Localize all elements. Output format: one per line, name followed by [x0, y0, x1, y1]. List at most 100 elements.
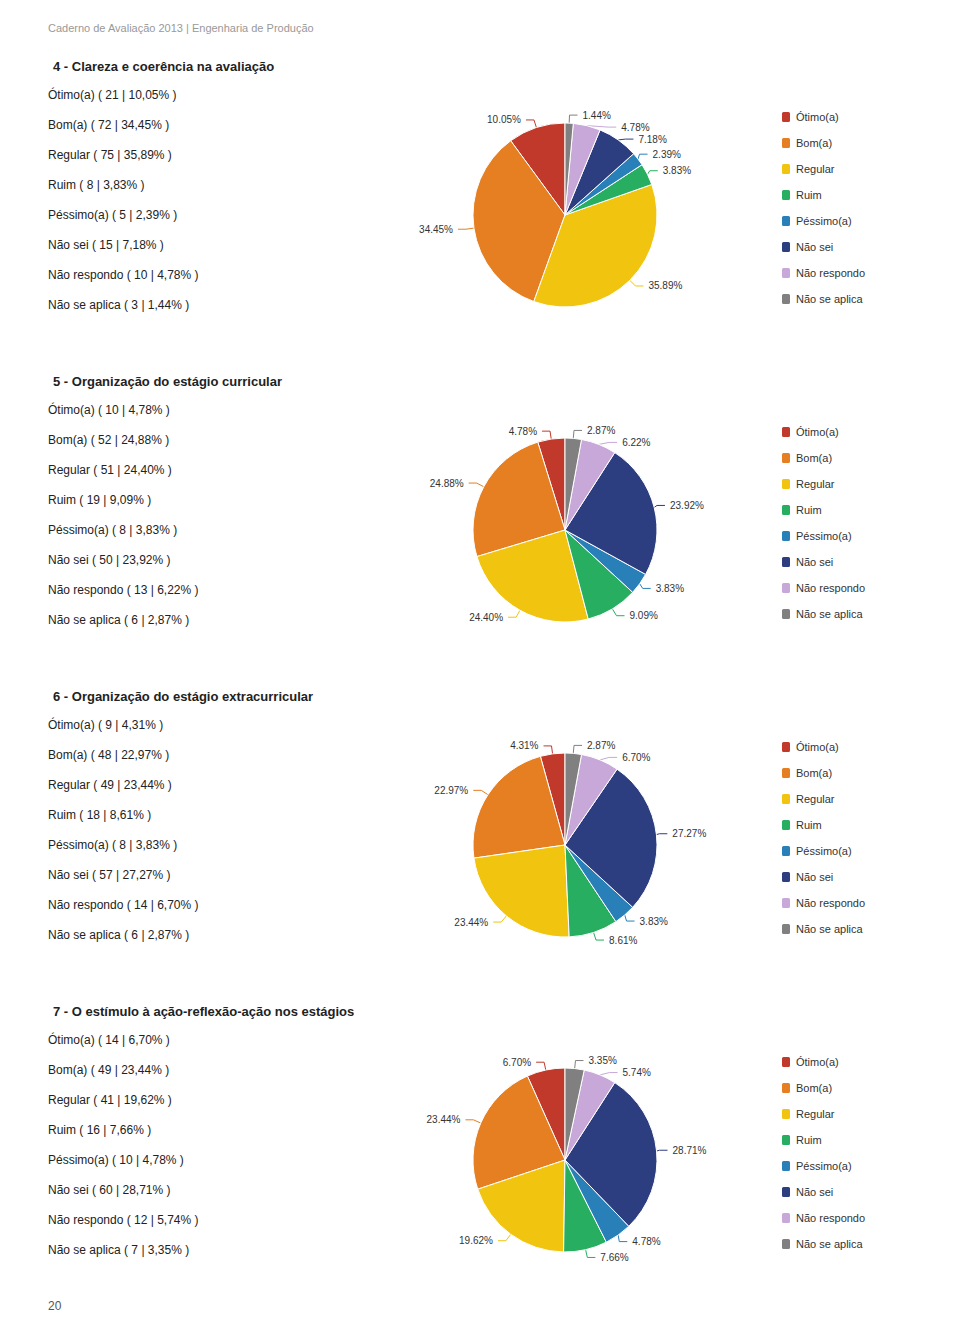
- svg-text:Não se aplica ( 6 | 2,87% ): Não se aplica ( 6 | 2,87% ): [48, 928, 189, 942]
- svg-text:Bom(a) ( 49 | 23,44% ): Bom(a) ( 49 | 23,44% ): [48, 1063, 169, 1077]
- svg-text:5.74%: 5.74%: [623, 1067, 651, 1078]
- svg-text:Não se aplica: Não se aplica: [796, 293, 864, 305]
- svg-text:Não respondo ( 13 | 6,22% ): Não respondo ( 13 | 6,22% ): [48, 583, 199, 597]
- svg-text:Péssimo(a) ( 8 | 3,83% ): Péssimo(a) ( 8 | 3,83% ): [48, 523, 177, 537]
- svg-text:4.78%: 4.78%: [621, 122, 649, 133]
- svg-text:Ruim: Ruim: [796, 1134, 822, 1146]
- svg-text:Ótimo(a) ( 21 | 10,05% ): Ótimo(a) ( 21 | 10,05% ): [48, 87, 177, 102]
- svg-text:Ruim ( 19 | 9,09% ): Ruim ( 19 | 9,09% ): [48, 493, 151, 507]
- svg-text:6.22%: 6.22%: [622, 437, 650, 448]
- svg-text:23.44%: 23.44%: [454, 917, 488, 928]
- svg-text:Não sei ( 50 | 23,92% ): Não sei ( 50 | 23,92% ): [48, 553, 171, 567]
- svg-text:28.71%: 28.71%: [673, 1145, 707, 1156]
- svg-text:Não respondo ( 12 | 5,74% ): Não respondo ( 12 | 5,74% ): [48, 1213, 199, 1227]
- svg-text:Regular: Regular: [796, 478, 835, 490]
- svg-text:19.62%: 19.62%: [459, 1235, 493, 1246]
- svg-text:24.40%: 24.40%: [469, 612, 503, 623]
- svg-text:Não sei ( 57 | 27,27% ): Não sei ( 57 | 27,27% ): [48, 868, 171, 882]
- svg-text:Ruim ( 16 | 7,66% ): Ruim ( 16 | 7,66% ): [48, 1123, 151, 1137]
- svg-text:Não respondo: Não respondo: [796, 897, 865, 909]
- svg-text:Caderno de Avaliação 2013 | En: Caderno de Avaliação 2013 | Engenharia d…: [48, 22, 314, 34]
- svg-text:2.87%: 2.87%: [587, 425, 615, 436]
- svg-text:Bom(a): Bom(a): [796, 1082, 832, 1094]
- svg-text:Bom(a) ( 72 | 34,45% ): Bom(a) ( 72 | 34,45% ): [48, 118, 169, 132]
- svg-text:Ruim: Ruim: [796, 189, 822, 201]
- svg-text:4.31%: 4.31%: [510, 740, 538, 751]
- svg-text:Não sei: Não sei: [796, 1186, 833, 1198]
- svg-text:Péssimo(a) ( 5 | 2,39% ): Péssimo(a) ( 5 | 2,39% ): [48, 208, 177, 222]
- svg-text:3.83%: 3.83%: [663, 165, 691, 176]
- svg-text:Ruim ( 18 | 8,61% ): Ruim ( 18 | 8,61% ): [48, 808, 151, 822]
- svg-text:Bom(a) ( 48 | 22,97% ): Bom(a) ( 48 | 22,97% ): [48, 748, 169, 762]
- svg-text:Regular ( 51 | 24,40% ): Regular ( 51 | 24,40% ): [48, 463, 172, 477]
- svg-text:1.44%: 1.44%: [583, 110, 611, 121]
- svg-text:Regular: Regular: [796, 1108, 835, 1120]
- svg-text:Regular ( 75 | 35,89% ): Regular ( 75 | 35,89% ): [48, 148, 172, 162]
- svg-text:Não respondo ( 14 | 6,70% ): Não respondo ( 14 | 6,70% ): [48, 898, 199, 912]
- svg-text:7.66%: 7.66%: [600, 1252, 628, 1263]
- svg-text:Péssimo(a) ( 10 | 4,78% ): Péssimo(a) ( 10 | 4,78% ): [48, 1153, 184, 1167]
- svg-text:Péssimo(a): Péssimo(a): [796, 1160, 852, 1172]
- svg-text:Ótimo(a) ( 14 | 6,70% ): Ótimo(a) ( 14 | 6,70% ): [48, 1032, 170, 1047]
- svg-text:3.83%: 3.83%: [656, 583, 684, 594]
- svg-text:Não sei: Não sei: [796, 241, 833, 253]
- svg-text:Ótimo(a): Ótimo(a): [796, 741, 839, 753]
- svg-text:20: 20: [48, 1299, 62, 1313]
- svg-text:23.92%: 23.92%: [670, 500, 704, 511]
- svg-text:Não se aplica ( 7 | 3,35% ): Não se aplica ( 7 | 3,35% ): [48, 1243, 189, 1257]
- svg-text:3.83%: 3.83%: [640, 916, 668, 927]
- svg-text:24.88%: 24.88%: [430, 478, 464, 489]
- svg-text:Não respondo: Não respondo: [796, 582, 865, 594]
- svg-text:Ruim ( 8 | 3,83% ): Ruim ( 8 | 3,83% ): [48, 178, 144, 192]
- svg-text:2.87%: 2.87%: [587, 740, 615, 751]
- svg-text:7 - O estímulo à ação-reflexão: 7 - O estímulo à ação-reflexão-ação nos …: [53, 1004, 354, 1019]
- svg-text:Não sei ( 60 | 28,71% ): Não sei ( 60 | 28,71% ): [48, 1183, 171, 1197]
- svg-text:6.70%: 6.70%: [503, 1057, 531, 1068]
- svg-text:Péssimo(a) ( 8 | 3,83% ): Péssimo(a) ( 8 | 3,83% ): [48, 838, 177, 852]
- svg-text:6 - Organização do estágio ext: 6 - Organização do estágio extracurricul…: [53, 689, 313, 704]
- svg-text:7.18%: 7.18%: [638, 134, 666, 145]
- svg-text:Regular: Regular: [796, 793, 835, 805]
- svg-text:23.44%: 23.44%: [427, 1114, 461, 1125]
- svg-text:10.05%: 10.05%: [487, 114, 521, 125]
- svg-text:Não respondo: Não respondo: [796, 1212, 865, 1224]
- svg-text:Ótimo(a): Ótimo(a): [796, 111, 839, 123]
- svg-text:Regular ( 41 | 19,62% ): Regular ( 41 | 19,62% ): [48, 1093, 172, 1107]
- svg-text:Bom(a): Bom(a): [796, 137, 832, 149]
- svg-text:Não se aplica: Não se aplica: [796, 923, 864, 935]
- svg-text:3.35%: 3.35%: [589, 1055, 617, 1066]
- svg-text:Ótimo(a) ( 10 | 4,78% ): Ótimo(a) ( 10 | 4,78% ): [48, 402, 170, 417]
- svg-text:Regular ( 49 | 23,44% ): Regular ( 49 | 23,44% ): [48, 778, 172, 792]
- svg-text:Não respondo ( 10 | 4,78% ): Não respondo ( 10 | 4,78% ): [48, 268, 199, 282]
- svg-text:Não sei: Não sei: [796, 556, 833, 568]
- svg-text:4.78%: 4.78%: [632, 1236, 660, 1247]
- svg-text:Ótimo(a): Ótimo(a): [796, 426, 839, 438]
- svg-text:Não respondo: Não respondo: [796, 267, 865, 279]
- svg-text:Ruim: Ruim: [796, 819, 822, 831]
- svg-text:Não se aplica ( 3 | 1,44% ): Não se aplica ( 3 | 1,44% ): [48, 298, 189, 312]
- svg-text:4.78%: 4.78%: [509, 426, 537, 437]
- svg-text:8.61%: 8.61%: [609, 935, 637, 946]
- svg-text:Não sei ( 15 | 7,18% ): Não sei ( 15 | 7,18% ): [48, 238, 164, 252]
- svg-text:Não se aplica: Não se aplica: [796, 608, 864, 620]
- svg-text:2.39%: 2.39%: [653, 149, 681, 160]
- svg-text:Ótimo(a) ( 9 | 4,31% ): Ótimo(a) ( 9 | 4,31% ): [48, 717, 163, 732]
- svg-text:Bom(a): Bom(a): [796, 452, 832, 464]
- svg-text:6.70%: 6.70%: [622, 752, 650, 763]
- svg-text:27.27%: 27.27%: [672, 828, 706, 839]
- svg-text:Péssimo(a): Péssimo(a): [796, 845, 852, 857]
- svg-text:Ruim: Ruim: [796, 504, 822, 516]
- svg-text:Não sei: Não sei: [796, 871, 833, 883]
- svg-text:5 - Organização do estágio cur: 5 - Organização do estágio curricular: [53, 374, 282, 389]
- svg-text:Ótimo(a): Ótimo(a): [796, 1056, 839, 1068]
- svg-text:4 - Clareza e coerência na ava: 4 - Clareza e coerência na avaliação: [53, 59, 274, 74]
- svg-text:Regular: Regular: [796, 163, 835, 175]
- svg-text:Bom(a): Bom(a): [796, 767, 832, 779]
- svg-text:Péssimo(a): Péssimo(a): [796, 215, 852, 227]
- svg-text:22.97%: 22.97%: [434, 785, 468, 796]
- svg-text:9.09%: 9.09%: [630, 610, 658, 621]
- svg-text:Péssimo(a): Péssimo(a): [796, 530, 852, 542]
- svg-text:35.89%: 35.89%: [648, 280, 682, 291]
- svg-text:34.45%: 34.45%: [419, 224, 453, 235]
- svg-text:Não se aplica ( 6 | 2,87% ): Não se aplica ( 6 | 2,87% ): [48, 613, 189, 627]
